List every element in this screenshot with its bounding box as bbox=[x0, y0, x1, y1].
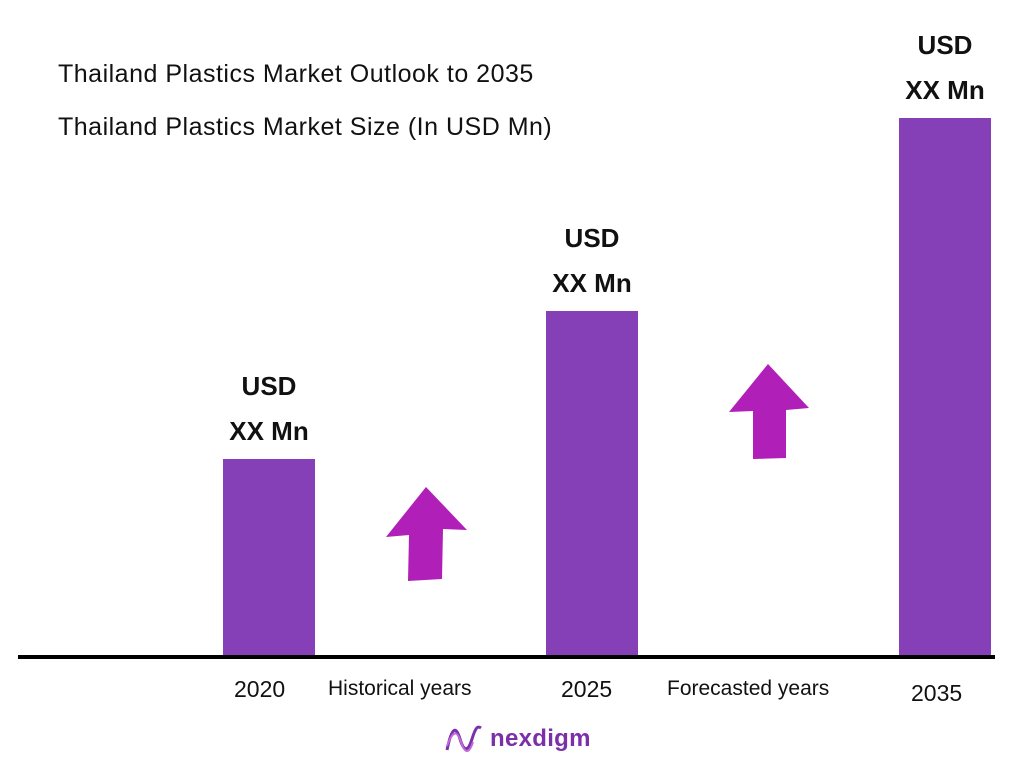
brand-name: nexdigm bbox=[490, 725, 591, 752]
wave-logo-icon bbox=[445, 725, 482, 752]
data-label-line2: XX Mn bbox=[552, 268, 632, 298]
bar-2020 bbox=[223, 459, 315, 655]
brand-logo: nexdigm bbox=[444, 724, 591, 754]
data-label-2035: USD XX Mn bbox=[875, 23, 1015, 113]
category-label-2020: 2020 bbox=[234, 676, 286, 702]
data-label-line2: XX Mn bbox=[229, 416, 309, 446]
forecast-growth-arrow-icon bbox=[729, 364, 809, 459]
chart-subtitle: Thailand Plastics Market Size (In USD Mn… bbox=[58, 113, 553, 141]
data-label-line1: USD bbox=[917, 30, 973, 60]
data-label-line2: XX Mn bbox=[905, 75, 985, 105]
chart-title: Thailand Plastics Market Outlook to 2035 bbox=[58, 60, 534, 88]
bar-2025 bbox=[546, 311, 638, 655]
data-label-line1: USD bbox=[564, 223, 620, 253]
forecasted-years-label: Forecasted years bbox=[667, 677, 830, 700]
category-label-2035: 2035 bbox=[911, 680, 963, 706]
bar-2035 bbox=[899, 118, 991, 655]
historical-growth-arrow-icon bbox=[386, 487, 467, 581]
data-label-2020: USD XX Mn bbox=[199, 364, 339, 454]
data-label-2025: USD XX Mn bbox=[522, 216, 662, 306]
data-label-line1: USD bbox=[241, 371, 297, 401]
category-label-2025: 2025 bbox=[561, 676, 613, 702]
historical-years-label: Historical years bbox=[328, 677, 472, 700]
